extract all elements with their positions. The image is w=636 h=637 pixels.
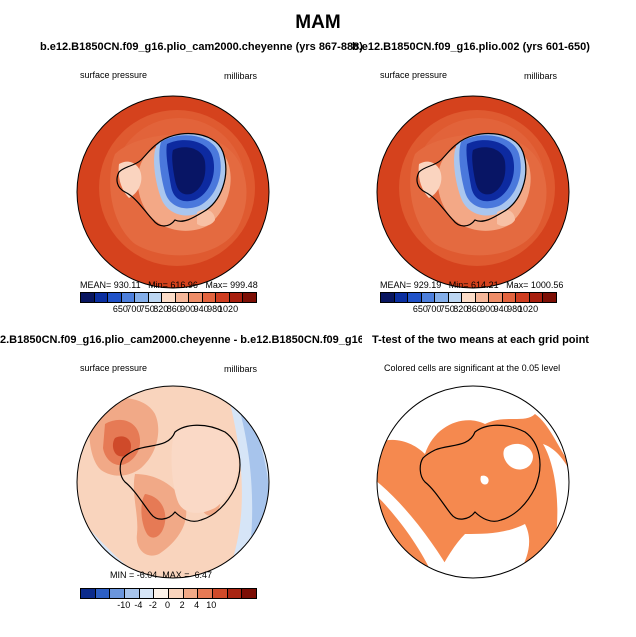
panel2-colorbar-swatch bbox=[462, 293, 476, 302]
panel3-colorbar-swatch bbox=[213, 589, 228, 598]
colorbar-tick-label: 4 bbox=[194, 600, 200, 610]
panel2-colorbar bbox=[380, 292, 557, 303]
panel1-colorbar-swatch bbox=[175, 293, 190, 302]
panel2-variable: surface pressure bbox=[380, 70, 448, 80]
colorbar-tick-label: 1020 bbox=[518, 304, 539, 314]
panel2-colorbar-swatch bbox=[421, 293, 436, 302]
panel2-map bbox=[376, 95, 570, 289]
colorbar-tick-label: 980 bbox=[507, 304, 523, 314]
panel2-colorbar-swatch bbox=[381, 293, 395, 302]
panel1-map bbox=[76, 95, 270, 289]
colorbar-tick-label: 860 bbox=[166, 304, 182, 314]
colorbar-tick-label: -2 bbox=[148, 600, 157, 610]
colorbar-tick-label: 900 bbox=[180, 304, 196, 314]
panel2-colorbar-swatch bbox=[502, 293, 517, 302]
colorbar-tick-label: -10 bbox=[117, 600, 131, 610]
colorbar-tick-label: 650 bbox=[412, 304, 428, 314]
panel1-units: millibars bbox=[224, 71, 258, 81]
colorbar-tick-label: 940 bbox=[193, 304, 209, 314]
panel1-colorbar-ticks: 650 700 750 820 860 900 940 980 1020 bbox=[80, 304, 255, 316]
panel3-colorbar bbox=[80, 588, 257, 599]
panel4-coastline bbox=[419, 424, 541, 522]
panel3-colorbar-swatch bbox=[227, 589, 243, 598]
panel3-difference-field bbox=[77, 386, 269, 578]
panel1-colorbar-swatch bbox=[162, 293, 176, 302]
panel3-colorbar-swatch bbox=[154, 589, 170, 598]
panel1-colorbar-swatch bbox=[81, 293, 95, 302]
panel1-colorbar-swatch bbox=[202, 293, 217, 302]
panel1-colorbar-swatch bbox=[121, 293, 136, 302]
panel2-colorbar-swatch bbox=[489, 293, 503, 302]
panel3-colorbar-swatch bbox=[125, 589, 140, 598]
panel2-coastline bbox=[416, 132, 527, 227]
panel1-stats: MEAN= 930.11 Min= 616.96 Max= 999.48 bbox=[80, 280, 258, 290]
colorbar-tick-label: 820 bbox=[453, 304, 469, 314]
panel2-colorbar-swatch bbox=[435, 293, 449, 302]
panel3-colorbar-swatch bbox=[169, 589, 184, 598]
panel3-colorbar-swatch bbox=[183, 589, 199, 598]
panel2-colorbar-swatch bbox=[475, 293, 490, 302]
colorbar-tick-label: 650 bbox=[112, 304, 128, 314]
panel1-colorbar bbox=[80, 292, 257, 303]
panel1-colorbar-swatch bbox=[189, 293, 203, 302]
panel2-colorbar-swatch bbox=[408, 293, 422, 302]
panel4-title: T-test of the two means at each grid poi… bbox=[372, 334, 589, 346]
panel3-title: b.e12.B1850CN.f09_g16.plio_cam2000.cheye… bbox=[0, 334, 362, 346]
panel1-colorbar-swatch bbox=[108, 293, 122, 302]
panel3-units: millibars bbox=[224, 364, 258, 374]
colorbar-tick-label: 750 bbox=[139, 304, 155, 314]
colorbar-tick-label: 820 bbox=[153, 304, 169, 314]
panel2-title: b.e12.B1850CN.f09_g16.plio.002 (yrs 601-… bbox=[352, 41, 590, 53]
colorbar-tick-label: 1020 bbox=[218, 304, 239, 314]
colorbar-tick-label: 700 bbox=[426, 304, 442, 314]
panel3-variable: surface pressure bbox=[80, 363, 148, 373]
panel2-units: millibars bbox=[524, 71, 558, 81]
panel4-note: Colored cells are significant at the 0.0… bbox=[384, 363, 561, 373]
panel1-colorbar-swatch bbox=[94, 293, 109, 302]
panel1-title: b.e12.B1850CN.f09_g16.plio_cam2000.cheye… bbox=[40, 41, 363, 53]
panel1-colorbar-swatch bbox=[243, 293, 256, 302]
panel1-colorbar-swatch bbox=[229, 293, 244, 302]
figure-title: MAM bbox=[295, 12, 341, 33]
panel1-colorbar-swatch bbox=[135, 293, 149, 302]
panel1-colorbar-swatch bbox=[148, 293, 163, 302]
panel1-coastline bbox=[116, 132, 227, 227]
panel2-colorbar-swatch bbox=[529, 293, 544, 302]
panel1-variable: surface pressure bbox=[80, 70, 148, 80]
panel3-stats: MIN = -6.04 MAX = 6.47 bbox=[110, 570, 213, 580]
panel3-colorbar-swatch bbox=[110, 589, 126, 598]
colorbar-tick-label: 900 bbox=[480, 304, 496, 314]
colorbar-tick-label: 750 bbox=[439, 304, 455, 314]
colorbar-tick-label: -4 bbox=[134, 600, 143, 610]
panel3-colorbar-swatch bbox=[242, 589, 257, 598]
panel4-map bbox=[376, 385, 570, 579]
colorbar-tick-label: 940 bbox=[493, 304, 509, 314]
panel3-colorbar-swatch bbox=[95, 589, 111, 598]
panel3-coastline bbox=[119, 424, 241, 522]
panel2-colorbar-swatch bbox=[394, 293, 409, 302]
colorbar-tick-label: 0 bbox=[164, 600, 171, 610]
panel3-colorbar-swatch bbox=[139, 589, 155, 598]
panel1-colorbar-swatch bbox=[216, 293, 230, 302]
panel2-stats: MEAN= 929.19 Min= 614.21 Max= 1000.56 bbox=[380, 280, 564, 290]
panel2-colorbar-ticks: 650 700 750 820 860 900 940 980 1020 bbox=[380, 304, 555, 316]
panel2-colorbar-swatch bbox=[516, 293, 530, 302]
panel2-colorbar-swatch bbox=[448, 293, 463, 302]
colorbar-tick-label: 2 bbox=[179, 600, 185, 610]
colorbar-tick-label: 860 bbox=[466, 304, 482, 314]
panel3-map bbox=[76, 385, 270, 579]
colorbar-tick-label: 980 bbox=[207, 304, 223, 314]
panel3-colorbar-swatch bbox=[81, 589, 96, 598]
panel3-colorbar-ticks: -10 -4 -2 0 2 4 10 bbox=[80, 600, 255, 612]
colorbar-tick-label: 10 bbox=[206, 600, 217, 610]
colorbar-tick-label: 700 bbox=[126, 304, 142, 314]
panel2-colorbar-swatch bbox=[543, 293, 556, 302]
panel3-colorbar-swatch bbox=[198, 589, 214, 598]
